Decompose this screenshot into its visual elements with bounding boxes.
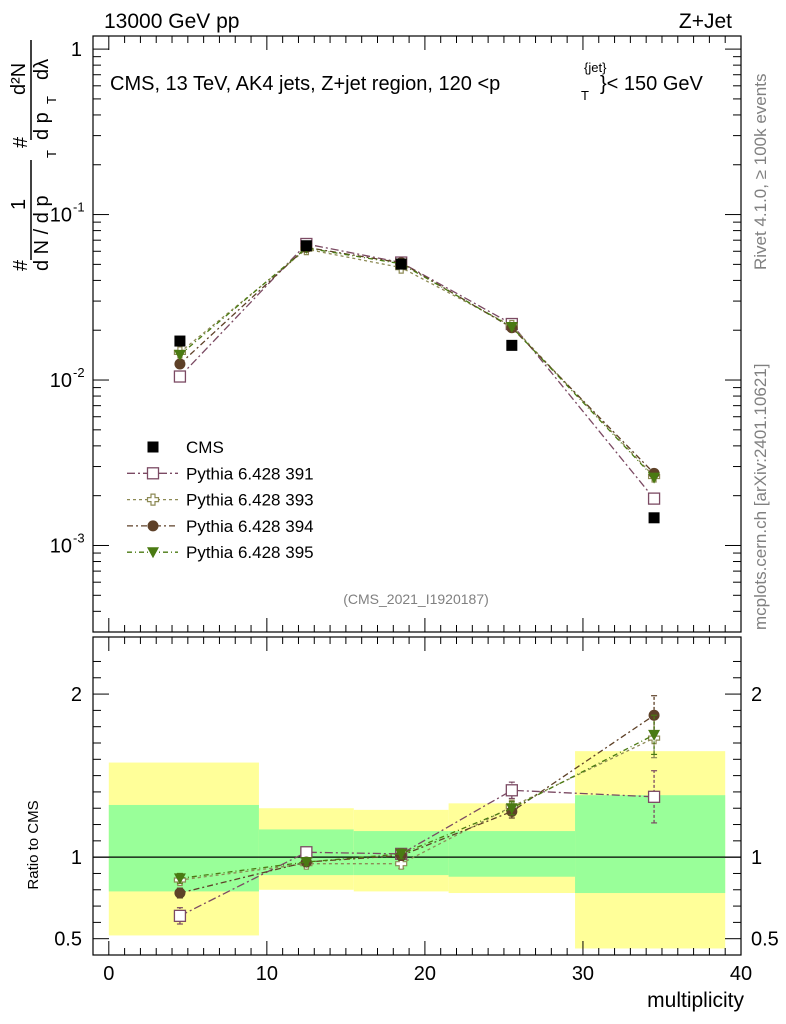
y-tick-label: 10: [50, 535, 72, 557]
x-tick-label: 20: [414, 963, 436, 985]
legend-label: Pythia 6.428 391: [186, 464, 314, 483]
series-line-1: [179, 243, 655, 500]
y-tick-label: 10: [50, 370, 72, 392]
mcplots-label: mcplots.cern.ch [arXiv:2401.10621]: [751, 364, 770, 630]
cms-data-point: [648, 512, 660, 524]
cms-data-point: [506, 339, 518, 351]
legend-marker: [147, 441, 159, 453]
ratio-point: [505, 784, 518, 797]
x-tick-label: 30: [572, 963, 594, 985]
y-label-hash-2: #: [10, 136, 32, 148]
band-inner: [448, 831, 576, 877]
ratio-point: [173, 873, 186, 885]
title-tail: }< 150 GeV: [600, 73, 704, 95]
mc-point: [174, 358, 186, 370]
y-label-dlambda: dλ: [31, 59, 53, 80]
cms-data-point: [300, 240, 312, 252]
ratio-point: [300, 846, 313, 859]
y-label-den-sub: T: [44, 150, 59, 158]
y-label-denominator: d N / d p: [31, 195, 53, 271]
ratio-point: [300, 857, 313, 869]
ratio-point: [647, 790, 661, 803]
y-label-hash: #: [10, 259, 32, 271]
ratio-line-4: [179, 734, 655, 879]
plot-title: CMS, 13 TeV, AK4 jets, Z+jet region, 120…: [110, 60, 704, 103]
title-main: CMS, 13 TeV, AK4 jets, Z+jet region, 120…: [110, 73, 500, 95]
analysis-id-label: (CMS_2021_I1920187): [343, 591, 489, 607]
process-label: Z+Jet: [679, 10, 732, 33]
legend-label: Pythia 6.428 395: [186, 543, 314, 562]
ratio-frame: [92, 636, 742, 956]
ratio-series: [173, 695, 661, 925]
legend-label: Pythia 6.428 394: [186, 517, 314, 536]
y-label-dpt-sub: T: [44, 96, 59, 104]
ratio-point: [173, 909, 187, 923]
y-label-dpt: d p: [31, 112, 53, 140]
ratio-axis-label: Ratio to CMS: [25, 800, 42, 889]
ratio-point: [395, 848, 408, 860]
rivet-version-label: Rivet 4.1.0, ≥ 100k events: [751, 74, 770, 270]
ratio-y-tick-label: 1: [71, 847, 82, 869]
energy-label: 13000 GeV pp: [104, 10, 239, 33]
legend-marker: [147, 547, 159, 559]
main-series: [173, 237, 661, 524]
series-line-4: [179, 247, 655, 479]
ratio-point: [395, 857, 408, 870]
legend: CMS Pythia 6.428 391 Pythia 6.428 393 Pythi…: [127, 438, 314, 562]
y-tick-exponent: -3: [73, 530, 85, 545]
title-superscript: {jet}: [584, 60, 607, 75]
x-tick-label: 40: [730, 963, 752, 985]
title-subscript: T: [581, 88, 589, 103]
series-line-3: [179, 246, 655, 474]
y-label-d2n: d²N: [8, 63, 30, 95]
y-label-one: 1: [8, 199, 30, 210]
ratio-y-tick-label-right: 1: [751, 847, 762, 869]
legend-marker: [147, 520, 159, 532]
ratio-y-tick-label: 2: [71, 684, 82, 706]
y-axis-label: # 1 d N / d p T # d²N d p T dλ: [8, 40, 59, 271]
x-tick-label: 0: [103, 963, 114, 985]
legend-marker: [146, 467, 160, 480]
mc-point: [173, 349, 186, 361]
cms-data-point: [174, 335, 186, 347]
ratio-y-tick-label-right: 2: [751, 684, 762, 706]
series-line-2: [179, 248, 655, 477]
ratio-y-tick-label: 0.5: [54, 929, 82, 951]
y-tick-exponent: -2: [73, 365, 85, 380]
y-tick-label: 1: [71, 39, 82, 61]
mc-point: [173, 370, 187, 383]
ratio-y-tick-label-right: 0.5: [751, 929, 779, 951]
x-axis-label: multiplicity: [647, 989, 744, 1012]
x-tick-label: 10: [256, 963, 278, 985]
ratio-point: [174, 887, 186, 899]
band-inner: [575, 795, 726, 894]
ratio-point: [648, 729, 661, 741]
mc-point: [647, 492, 661, 505]
mc-point: [505, 322, 518, 334]
y-tick-label: 10: [50, 205, 72, 227]
ratio-point: [505, 803, 518, 815]
legend-label: Pythia 6.428 393: [186, 491, 314, 510]
legend-marker: [146, 493, 160, 506]
legend-label: CMS: [186, 438, 224, 457]
mc-point: [648, 472, 661, 484]
y-tick-exponent: -1: [73, 200, 85, 215]
main-frame: [92, 35, 742, 633]
cms-data-point: [395, 258, 407, 270]
